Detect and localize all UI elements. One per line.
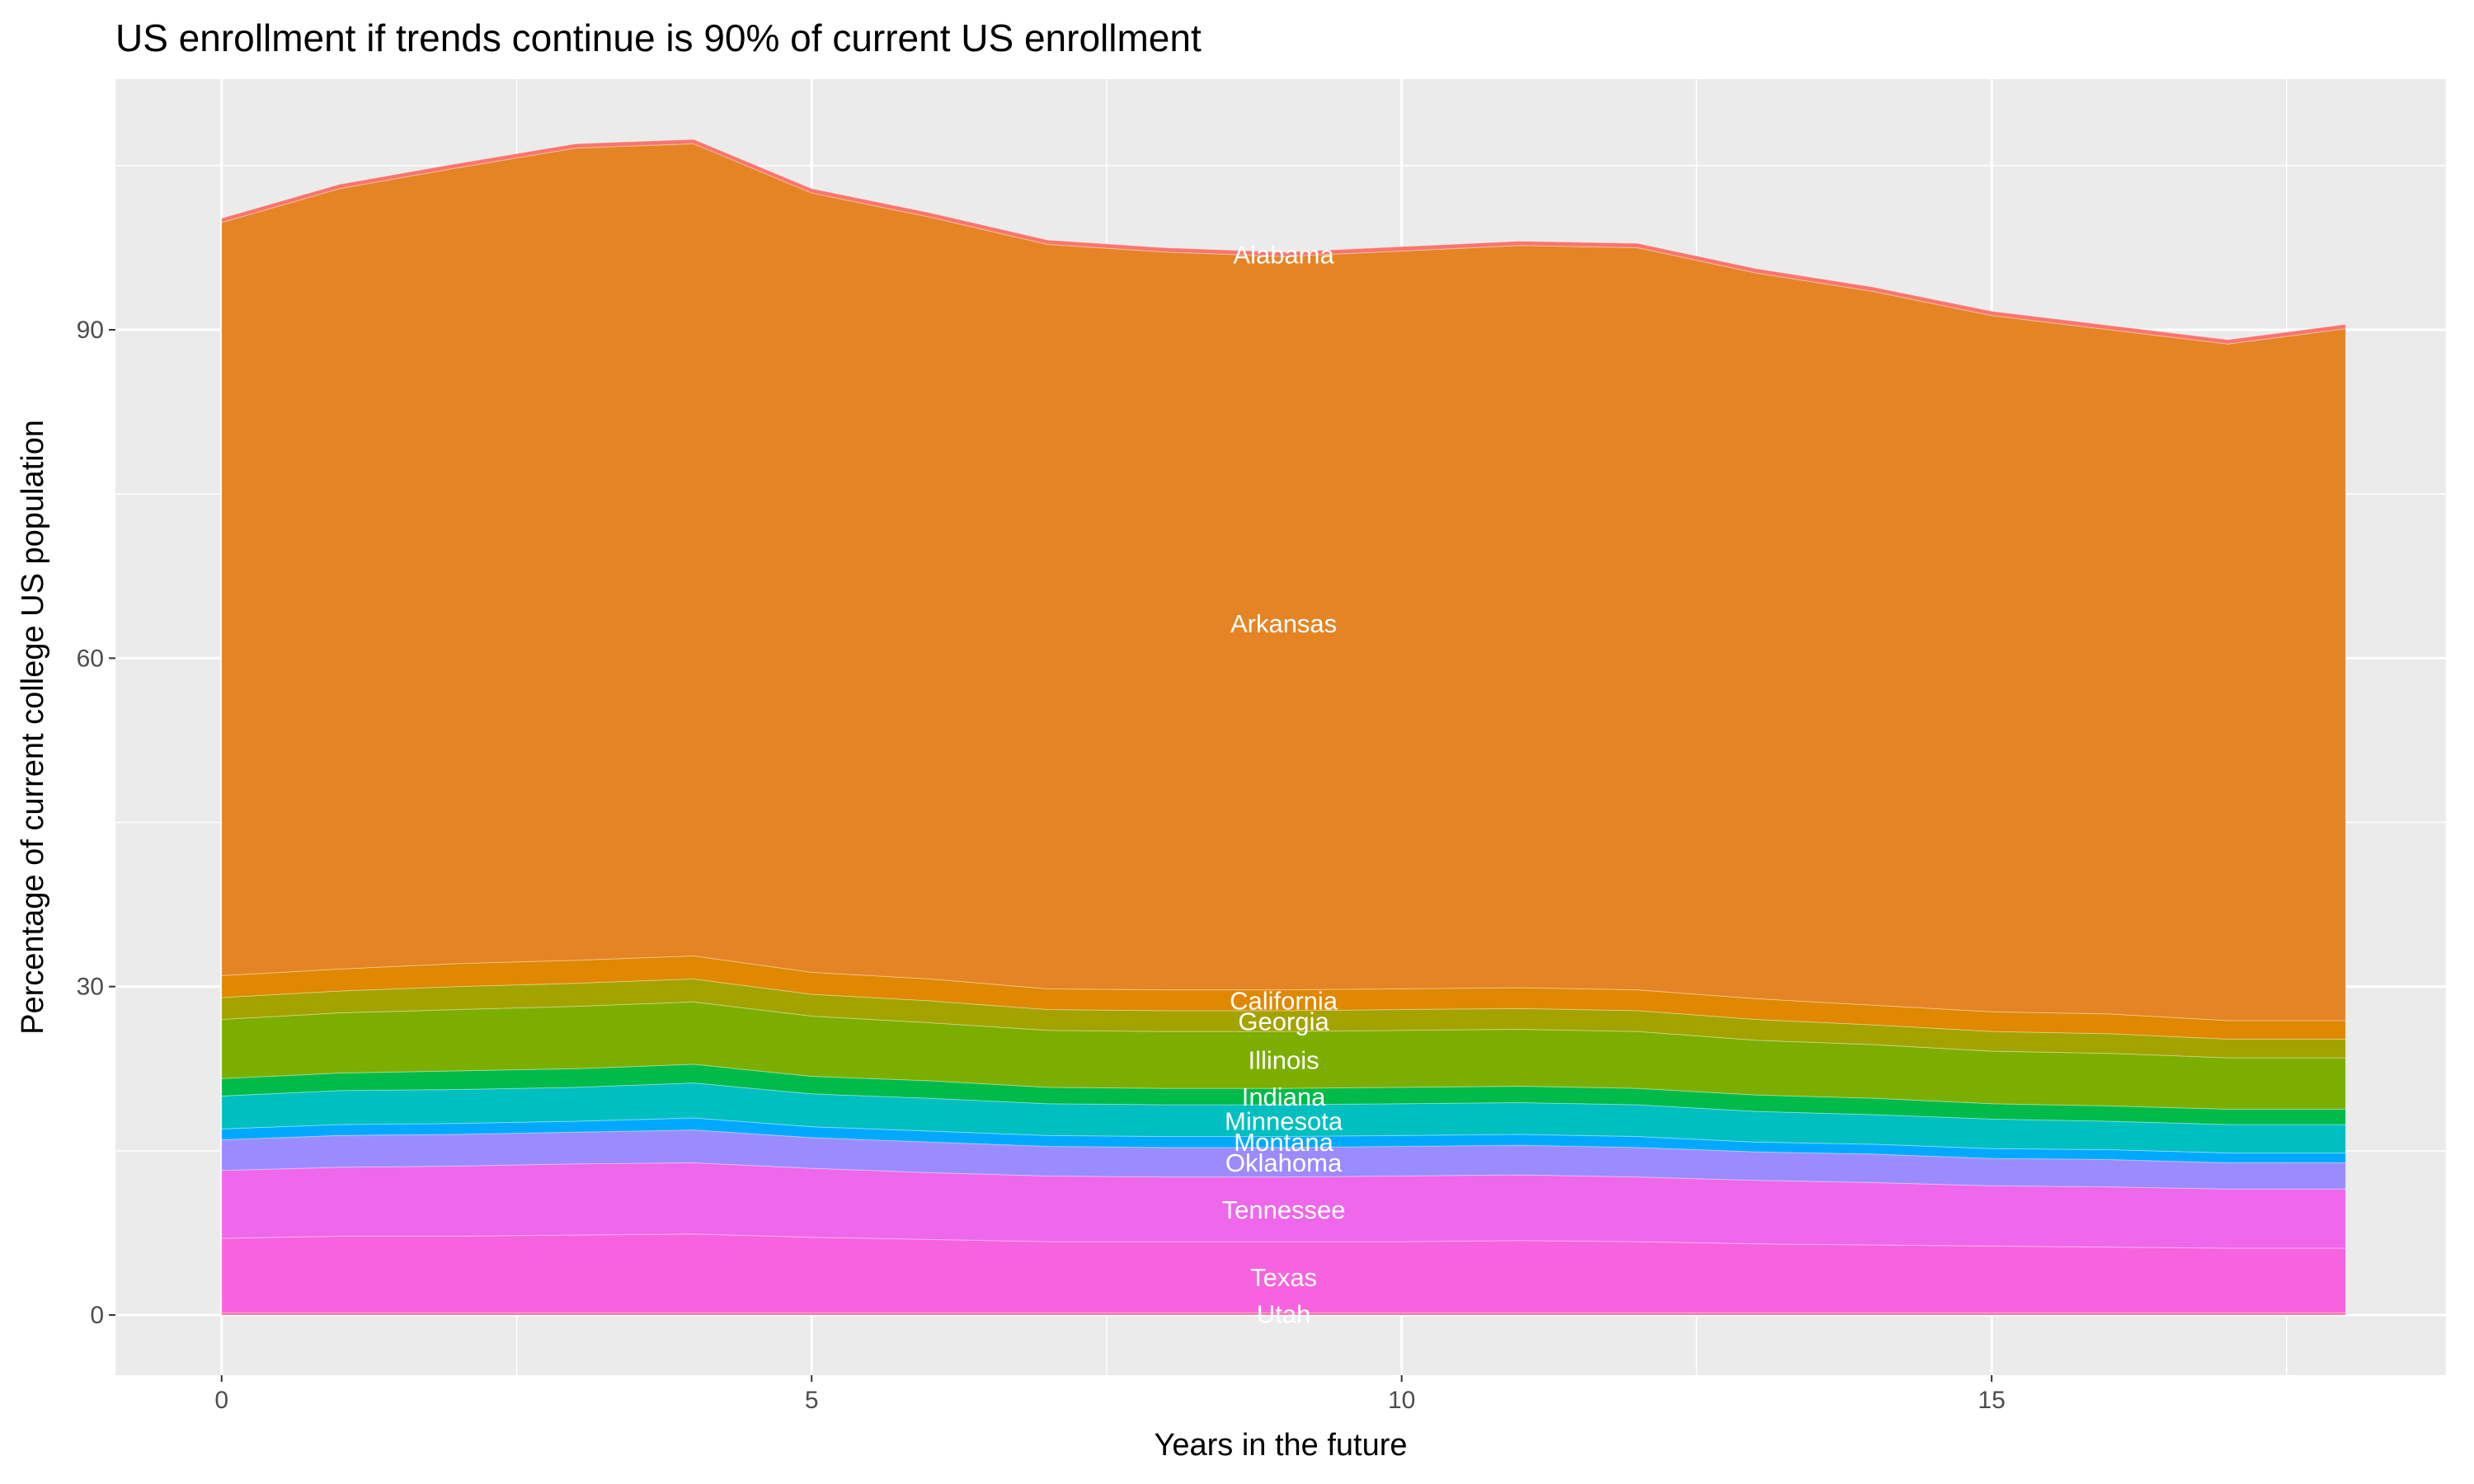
chart-title: US enrollment if trends continue is 90% … bbox=[115, 16, 1202, 59]
label-georgia: Georgia bbox=[1238, 1007, 1329, 1036]
label-texas: Texas bbox=[1250, 1263, 1317, 1292]
y-tick-label: 30 bbox=[77, 974, 104, 1001]
x-tick-label: 15 bbox=[1978, 1387, 2005, 1414]
area-tennessee bbox=[221, 1162, 2346, 1249]
area-oklahoma bbox=[221, 1129, 2346, 1190]
label-arkansas: Arkansas bbox=[1230, 609, 1337, 638]
series-labels: Utah Texas Tennessee OklahomaMontanaMinneso… bbox=[1222, 240, 1346, 1328]
label-minnesota: Minnesota bbox=[1225, 1106, 1343, 1135]
y-tick-label: 0 bbox=[90, 1302, 104, 1329]
label-utah: Utah bbox=[1257, 1300, 1310, 1329]
x-tick-label: 10 bbox=[1388, 1387, 1415, 1414]
axis-ticks: 0 5 10 15 0 30 60 90 bbox=[77, 317, 2006, 1414]
label-montana: Montana bbox=[1234, 1128, 1333, 1157]
label-indiana: Indiana bbox=[1242, 1082, 1326, 1111]
y-tick-label: 60 bbox=[77, 645, 104, 672]
label-tennessee: Tennessee bbox=[1222, 1195, 1346, 1224]
areas bbox=[221, 139, 2346, 1316]
x-axis-title: Years in the future bbox=[1154, 1428, 1407, 1463]
x-tick-label: 0 bbox=[214, 1387, 228, 1414]
label-alabama: Alabama bbox=[1233, 240, 1334, 269]
label-illinois: Illinois bbox=[1248, 1046, 1319, 1075]
x-tick-label: 5 bbox=[805, 1387, 819, 1414]
area-arkansas bbox=[221, 143, 2346, 1021]
y-tick-label: 90 bbox=[77, 317, 104, 344]
label-oklahoma: Oklahoma bbox=[1225, 1148, 1343, 1177]
label-california: California bbox=[1230, 986, 1338, 1015]
area-georgia bbox=[221, 978, 2346, 1059]
area-alabama bbox=[221, 139, 2346, 345]
y-axis-title: Percentage of current college US populat… bbox=[16, 420, 50, 1035]
